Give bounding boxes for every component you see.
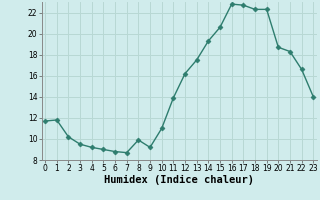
X-axis label: Humidex (Indice chaleur): Humidex (Indice chaleur) [104,175,254,185]
